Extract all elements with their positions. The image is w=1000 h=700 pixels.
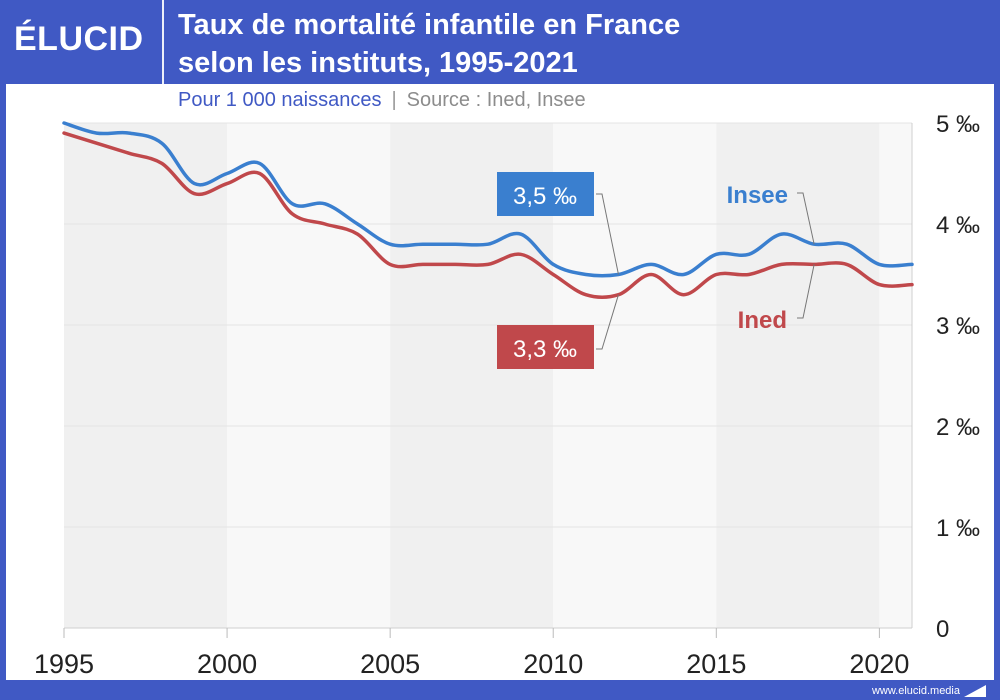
ined-series-label: Ined	[738, 307, 787, 334]
title-line-2: selon les instituts, 1995-2021	[178, 47, 578, 79]
insee-series-label: Insee	[727, 182, 788, 209]
insee-value-label: 3,5 ‰	[513, 183, 577, 210]
unit-label: Pour 1 000 naissances	[178, 89, 382, 111]
insee-value-leader	[596, 193, 619, 275]
x-tick-label: 2000	[197, 649, 257, 679]
axes: 0 1 ‰ 2 ‰ 3 ‰ 4 ‰ 5 ‰ 1995 2000 2005 2010 2015 2020	[34, 111, 980, 679]
ined-value-box	[497, 325, 594, 369]
background-band	[64, 123, 228, 628]
x-tick-label: 2015	[686, 649, 746, 679]
gridlines	[64, 122, 913, 629]
insee-value-box	[497, 172, 594, 216]
series-line-ined	[62, 131, 914, 299]
header-divider	[162, 0, 164, 84]
insee-series-leader	[797, 192, 815, 245]
background-band	[879, 123, 912, 628]
ined-series-leader	[797, 264, 815, 319]
y-tick-label: 5 ‰	[936, 111, 980, 138]
chart-title: Taux de mortalité infantile en France se…	[178, 6, 680, 82]
elucid-logo: ÉLUCID	[14, 20, 144, 58]
y-tick-label: 4 ‰	[936, 212, 980, 239]
ined-value-label: 3,3 ‰	[513, 336, 577, 363]
series-lines	[62, 121, 914, 299]
subtitle-separator: |	[391, 89, 397, 111]
y-tick-label: 3 ‰	[936, 313, 980, 340]
y-tick-label: 1 ‰	[936, 515, 980, 542]
background-bands	[64, 123, 912, 628]
x-tick-label: 2020	[849, 649, 909, 679]
series-line-insee	[62, 121, 914, 278]
background-band	[716, 123, 880, 628]
x-tick-label: 2010	[523, 649, 583, 679]
chart-subtitle: Pour 1 000 naissances | Source : Ined, Ins…	[178, 89, 586, 112]
y-tick-label: 0	[936, 616, 949, 643]
footer-url: www.elucid.media	[871, 685, 960, 697]
title-line-1: Taux de mortalité infantile en France	[178, 9, 681, 41]
annotations: 3,5 ‰ 3,3 ‰ Insee Ined	[497, 172, 815, 369]
y-tick-label: 2 ‰	[936, 414, 980, 441]
x-tick-label: 2005	[360, 649, 420, 679]
x-tick-label: 1995	[34, 649, 94, 679]
source-label: Source : Ined, Insee	[406, 89, 586, 111]
ined-value-leader	[596, 294, 619, 350]
footer-logo-mark	[964, 685, 986, 697]
background-band	[227, 123, 391, 628]
